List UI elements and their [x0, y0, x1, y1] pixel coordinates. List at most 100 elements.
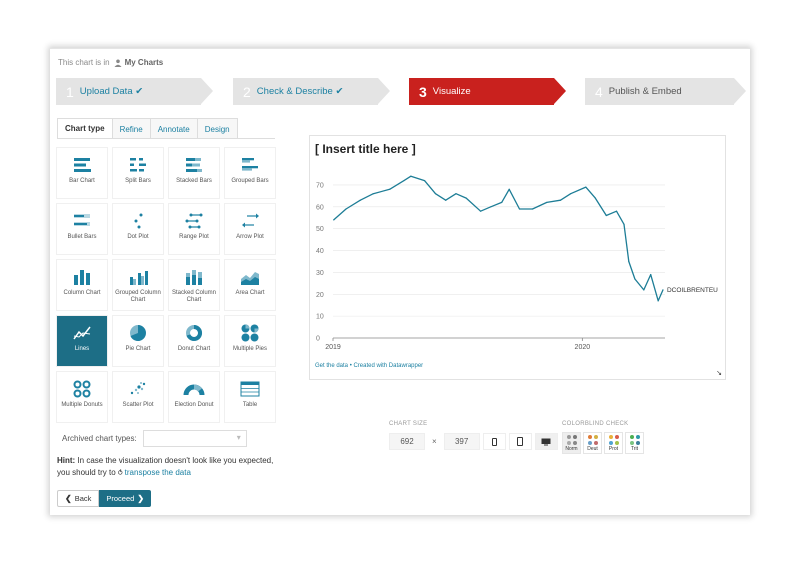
colorblind-label: COLORBLIND CHECK [562, 421, 629, 427]
tab-divider [57, 138, 275, 139]
grouped-bars-icon [242, 158, 258, 171]
chart-type-area-chart[interactable]: Area Chart [225, 260, 275, 310]
y-tick-label: 60 [316, 204, 324, 211]
chart-type-election-donut[interactable]: Election Donut [169, 372, 219, 422]
chart-type-grouped-bars[interactable]: Grouped Bars [225, 148, 275, 198]
chart-type-label: Column Chart [63, 290, 101, 296]
palette-icon [629, 434, 640, 445]
sidebar-tabs: Chart type Refine Annotate Design [57, 118, 238, 139]
chart-type-dot-plot[interactable]: Dot Plot [113, 204, 163, 254]
step-publish-embed[interactable]: 4 Publish & Embed [585, 78, 746, 105]
tab-chart-type[interactable]: Chart type [57, 118, 113, 139]
data-point [389, 188, 391, 190]
transpose-link[interactable]: transpose the data [124, 468, 191, 477]
chart-type-split-bars[interactable]: Split Bars [113, 148, 163, 198]
chart-type-lines[interactable]: Lines [57, 316, 107, 366]
chart-type-label: Table [242, 402, 258, 408]
desktop-icon[interactable] [534, 433, 558, 450]
resize-handle-icon[interactable]: ↘ [716, 370, 722, 377]
chart-type-range-plot[interactable]: Range Plot [169, 204, 219, 254]
pie-chart-icon [130, 325, 146, 341]
chart-type-label: Donut Chart [177, 346, 211, 352]
chart-type-grid: Bar Chart Split Bars Stacked Bars Groupe… [57, 148, 275, 422]
hint-bold: Hint: [57, 456, 76, 465]
proceed-button[interactable]: Proceed ❯ [99, 490, 152, 507]
donut-chart-icon [186, 324, 203, 341]
chart-type-label: Range Plot [179, 234, 209, 240]
data-point [434, 193, 437, 195]
chart-type-multiple-donuts[interactable]: Multiple Donuts [57, 372, 107, 422]
mobile-small-icon[interactable] [482, 433, 506, 450]
chart-preview: [ Insert title here ] 0 10 20 30 40 50 60 70 201… [309, 135, 726, 380]
data-point [465, 197, 467, 199]
chart-type-scatter-plot[interactable]: Scatter Plot [113, 372, 163, 422]
palette-icon [587, 434, 598, 445]
data-point [546, 201, 548, 204]
chart-type-column-chart[interactable]: Column Chart [57, 260, 107, 310]
chart-type-table[interactable]: Table [225, 372, 275, 422]
data-point [410, 175, 412, 177]
chart-type-pie-chart[interactable]: Pie Chart [113, 316, 163, 366]
chart-type-stacked-column-chart[interactable]: Stacked Column Chart [169, 260, 219, 310]
chart-type-stacked-bars[interactable]: Stacked Bars [169, 148, 219, 198]
step-check-describe[interactable]: 2 Check & Describe ✔ [233, 78, 390, 105]
step-number: 4 [595, 83, 603, 100]
chart-type-bar-chart[interactable]: Bar Chart [57, 148, 107, 198]
back-button[interactable]: ❮ Back [57, 490, 100, 507]
colorblind-deut-button[interactable]: Deut [583, 432, 602, 454]
palette-icon [566, 434, 577, 445]
archived-label: Archived chart types: [62, 434, 137, 443]
data-point [650, 273, 652, 276]
x-tick-label: 2019 [325, 344, 341, 351]
multiple-donuts-icon [73, 380, 91, 398]
chart-width-input[interactable]: 692 [389, 433, 425, 450]
y-tick-label: 40 [316, 248, 324, 255]
data-point [585, 186, 587, 188]
mode-label: Trit [630, 445, 639, 452]
step-visualize[interactable]: 3 Visualize [409, 78, 566, 105]
chart-type-grouped-column-chart[interactable]: Grouped Column Chart [113, 260, 163, 310]
tab-refine[interactable]: Refine [111, 118, 151, 139]
step-number: 3 [419, 83, 427, 100]
chart-type-label: Multiple Pies [232, 346, 267, 352]
tablet-icon[interactable] [508, 433, 532, 450]
chart-type-donut-chart[interactable]: Donut Chart [169, 316, 219, 366]
data-point [623, 223, 625, 225]
tab-design[interactable]: Design [196, 118, 238, 139]
colorblind-check: COLORBLIND CHECK Norm Deut Prot Trit [562, 421, 644, 454]
editor-window: This chart is in My Charts 1 Upload Data … [50, 48, 750, 515]
chart-type-label: Stacked Column Chart [171, 290, 217, 303]
data-point [531, 208, 534, 210]
colorblind-prot-button[interactable]: Prot [604, 432, 623, 454]
multiple-pies-icon [241, 324, 259, 342]
y-tick-label: 0 [316, 336, 320, 343]
chart-type-label: Split Bars [125, 178, 151, 184]
chart-title[interactable]: [ Insert title here ] [315, 142, 416, 156]
chart-footer[interactable]: Get the data • Created with Datawrapper [315, 363, 424, 369]
hint-body: In case the visualization doesn't look l… [57, 456, 274, 477]
chart-type-bullet-bars[interactable]: Bullet Bars [57, 204, 107, 254]
column-chart-icon [74, 270, 90, 285]
data-point [615, 210, 618, 212]
chart-height-input[interactable]: 397 [443, 433, 480, 450]
chart-type-label: Grouped Bars [231, 178, 269, 184]
mode-label: Norm [565, 445, 578, 452]
colorblind-normal-button[interactable]: Norm [562, 432, 581, 454]
tab-annotate[interactable]: Annotate [149, 118, 198, 139]
chart-type-multiple-pies[interactable]: Multiple Pies [225, 316, 275, 366]
colorblind-trit-button[interactable]: Trit [625, 432, 644, 454]
chart-type-label: Election Donut [174, 402, 214, 408]
chart-type-label: Scatter Plot [122, 402, 154, 408]
data-point [403, 179, 405, 182]
stacked-column-chart-icon [186, 270, 202, 285]
step-upload-data[interactable]: 1 Upload Data ✔ [56, 78, 213, 105]
data-point [501, 201, 503, 204]
split-bars-icon [130, 158, 146, 172]
mode-label: Deut [587, 445, 598, 452]
archived-select[interactable] [142, 430, 247, 447]
data-point [570, 193, 572, 195]
data-point [423, 179, 426, 182]
hint-text: Hint: In case the visualization doesn't … [57, 455, 282, 480]
chart-type-arrow-plot[interactable]: Arrow Plot [225, 204, 275, 254]
folder-link[interactable]: My Charts [114, 58, 163, 67]
